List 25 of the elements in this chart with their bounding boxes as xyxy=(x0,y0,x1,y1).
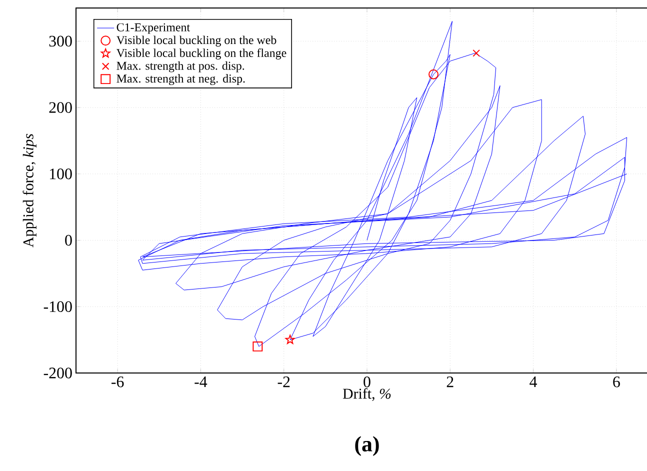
x-axis-title: Drift, % xyxy=(342,388,391,401)
x-tick-label: -2 xyxy=(278,376,290,388)
y-tick-label: 300 xyxy=(49,36,72,47)
y-tick-label: 200 xyxy=(49,102,72,113)
y-axis-title: Applied force, kips xyxy=(22,134,36,248)
text: (a) xyxy=(355,436,379,456)
point xyxy=(252,341,263,352)
point xyxy=(285,334,295,344)
legend-label: C1-Experiment xyxy=(116,23,190,34)
y-tick-label: 0 xyxy=(65,234,72,246)
legend-label: Visible local buckling on the web xyxy=(116,36,276,47)
x-tick-label: -4 xyxy=(194,376,208,388)
y-tick-label: -100 xyxy=(44,301,72,312)
point xyxy=(472,49,480,57)
legend-label: Max. strength at neg. disp. xyxy=(116,74,245,86)
x-tick-label: 2 xyxy=(446,376,454,388)
y-tick-label: 100 xyxy=(50,168,72,180)
legend-label: Visible local buckling on the flange xyxy=(116,48,286,60)
x-tick-label: 6 xyxy=(613,376,620,388)
y-tick-label: -200 xyxy=(44,368,72,378)
x-tick-label: -6 xyxy=(112,376,124,388)
x-tick-label: 0 xyxy=(364,376,370,388)
point xyxy=(428,69,438,80)
legend-label: Max. strength at pos. disp. xyxy=(116,61,244,72)
x-tick-label: 4 xyxy=(530,376,538,388)
